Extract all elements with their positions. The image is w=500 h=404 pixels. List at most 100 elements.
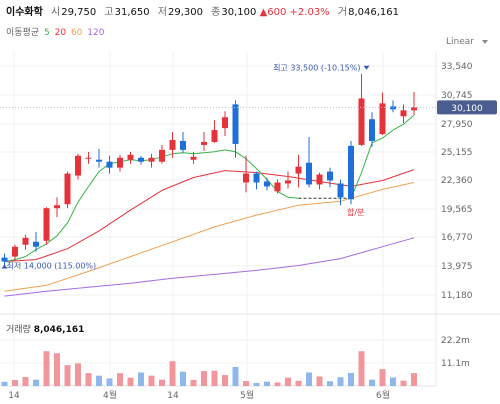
- x-tick-label: 14: [8, 391, 20, 401]
- ma5-line-recent: [350, 114, 415, 199]
- candle-body: [411, 107, 417, 111]
- candle-body: [201, 141, 207, 145]
- candle-body: [138, 157, 144, 162]
- volume-bar: [75, 363, 81, 386]
- candle-body: [169, 139, 176, 150]
- volume-bar: [201, 371, 207, 386]
- low-marker-icon: [1, 264, 8, 269]
- candle-body: [43, 208, 50, 241]
- candle-body: [400, 110, 407, 117]
- candle-body: [316, 174, 323, 185]
- volume-bar: [169, 361, 176, 386]
- volume-bar: [327, 381, 333, 386]
- volume-label: 거: [337, 7, 348, 18]
- volume-bar: [127, 377, 134, 386]
- candle-body: [159, 149, 165, 162]
- y-tick-label: 30,745: [441, 91, 473, 101]
- current-price-label: 30,100: [451, 104, 483, 114]
- candle-body: [127, 154, 134, 160]
- x-tick-label: 6월: [376, 389, 390, 401]
- ma60-legend: 60: [70, 28, 83, 38]
- candle-body: [75, 155, 81, 176]
- split-annotation: 합/분: [347, 208, 364, 217]
- candle-body: [337, 183, 344, 198]
- low-annotation: 최저 14,000 (115.00%): [7, 260, 97, 270]
- volume-bar: [285, 377, 291, 386]
- volume-bar: [264, 381, 270, 386]
- moving-average-legend[interactable]: 이동평균 5 20 60 120: [6, 25, 106, 38]
- ma-legend-label: 이동평균: [6, 28, 40, 38]
- stock-name: 이수화학: [6, 7, 43, 18]
- high-annotation: 최고 33,500 (-10.15%): [273, 63, 360, 73]
- x-tick-label: 4월: [103, 389, 117, 401]
- candle-body: [306, 162, 312, 185]
- volume-bar: [22, 377, 29, 386]
- x-tick-label: 5월: [240, 389, 254, 401]
- y-tick-label: 27,950: [441, 120, 473, 130]
- volume-bar: [274, 382, 281, 386]
- high-marker-icon: [363, 65, 370, 70]
- ma20-line: [4, 169, 415, 262]
- candle-body: [348, 145, 354, 200]
- ma120-legend: 120: [87, 28, 105, 38]
- volume-bar: [316, 376, 323, 386]
- volume-bar: [232, 366, 239, 386]
- low-label: 저: [157, 7, 167, 18]
- y-tick-label: 16,770: [441, 233, 473, 243]
- candle-body: [33, 241, 39, 247]
- volume-bar: [106, 378, 113, 386]
- volume-bar: [85, 373, 92, 386]
- ma120-line: [4, 237, 415, 297]
- ma60-line: [4, 182, 415, 292]
- y-tick-label: 11,180: [441, 291, 473, 301]
- y-tick-label: 19,565: [441, 205, 473, 215]
- volume-title-value: 8,046,161: [33, 325, 85, 335]
- candle-body: [358, 98, 365, 145]
- candle-body: [190, 156, 197, 160]
- volume-bar: [390, 377, 396, 386]
- volume-bar: [243, 381, 249, 386]
- open-label: 시: [51, 7, 61, 18]
- stock-header: 이수화학 시29,750 고31,650 저29,300 종30,100 ▲60…: [6, 3, 399, 19]
- change-percent: +2.03%: [289, 7, 330, 18]
- candle-body: [232, 104, 239, 144]
- candle-body: [379, 103, 386, 135]
- close-value: 30,100: [221, 7, 257, 18]
- candle-body: [117, 157, 123, 168]
- volume-bar: [1, 381, 8, 386]
- volume-bar: [54, 353, 60, 386]
- candle-body: [274, 182, 281, 192]
- volume-tick-label: 22.2m: [441, 336, 470, 346]
- scale-mode-select[interactable]: Linear: [446, 37, 474, 47]
- volume-bar: [400, 380, 407, 386]
- high-value: 31,650: [114, 7, 150, 18]
- current-price-tag: [437, 100, 497, 115]
- volume-bar: [306, 372, 312, 386]
- candle-body: [211, 130, 218, 142]
- volume-bar: [33, 379, 39, 386]
- volume-bar: [190, 379, 197, 386]
- candle-body: [369, 119, 375, 141]
- candle-body: [1, 257, 8, 262]
- candle-body: [180, 140, 186, 150]
- volume-bar: [369, 379, 375, 386]
- candle-body: [148, 157, 155, 162]
- y-tick-label: 13,975: [441, 262, 473, 272]
- volume-bar: [337, 377, 344, 386]
- candle-body: [264, 181, 270, 187]
- volume-bar: [64, 365, 71, 386]
- candle-body: [295, 166, 302, 174]
- candle-body: [243, 173, 249, 183]
- volume-bar: [138, 372, 144, 386]
- y-tick-label: 33,540: [441, 62, 473, 72]
- volume-bar: [148, 375, 155, 386]
- volume-bar: [379, 369, 386, 386]
- candle-body: [12, 246, 18, 257]
- candle-body: [96, 159, 102, 162]
- volume-bar: [159, 379, 165, 386]
- ma5-legend: 5: [44, 28, 50, 38]
- chevron-down-icon[interactable]: [482, 40, 488, 44]
- volume-title: 거래량 8,046,161: [6, 322, 84, 335]
- volume-bar: [96, 375, 102, 386]
